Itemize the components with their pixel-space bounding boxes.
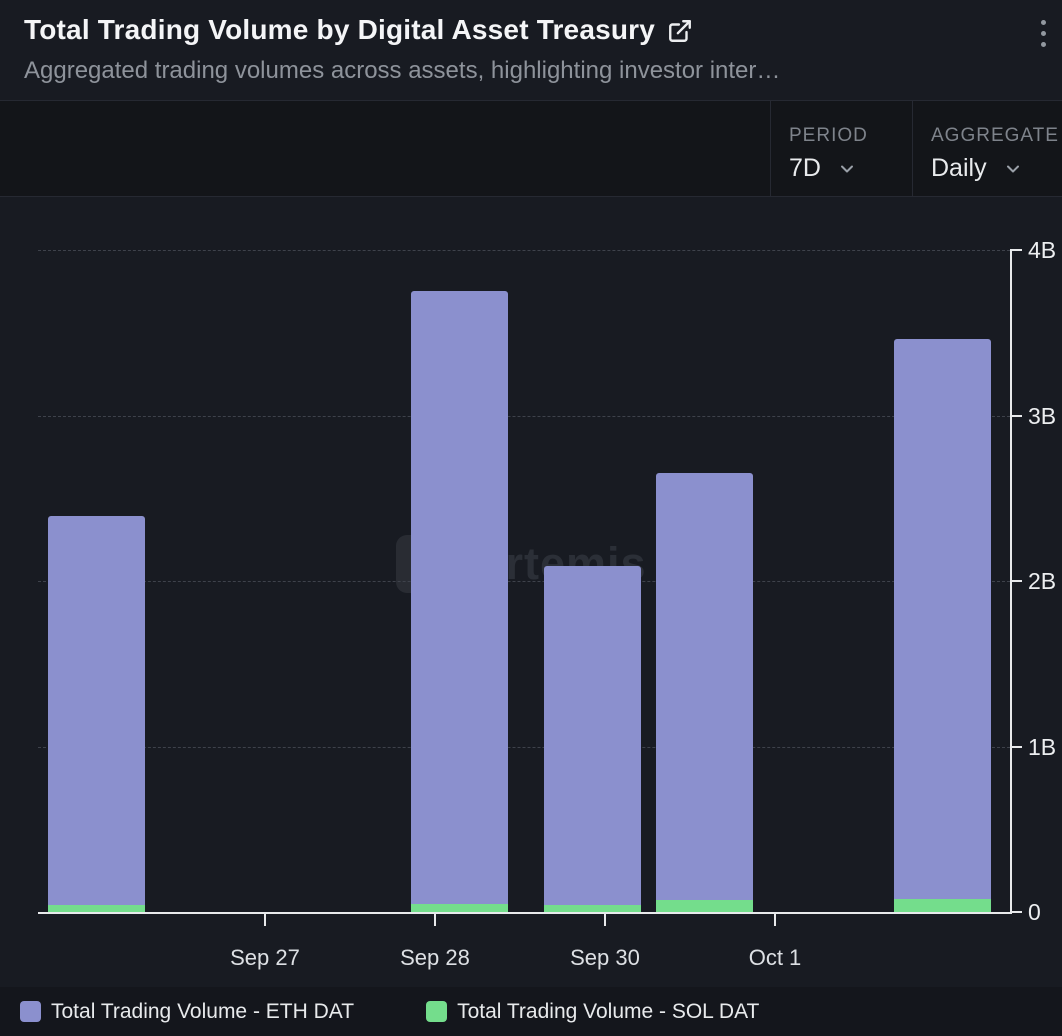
bar-segment-sol[interactable]: [47, 905, 145, 912]
card-header: Total Trading Volume by Digital Asset Tr…: [0, 0, 1062, 100]
gridline: [38, 250, 1010, 251]
chevron-down-icon: [1006, 165, 1019, 172]
card-subtitle: Aggregated trading volumes across assets…: [24, 57, 781, 84]
kebab-menu-icon[interactable]: [1037, 16, 1050, 51]
gridline: [38, 746, 1010, 748]
gridline: [38, 415, 1010, 417]
legend-item-eth-dat[interactable]: Total Trading Volume - ETH DAT: [20, 1000, 354, 1024]
y-tick-label: 1B: [1028, 733, 1057, 760]
legend-label-sol: Total Trading Volume - SOL DAT: [457, 999, 760, 1023]
y-tick-label: 0: [1028, 899, 1041, 925]
chart-toolbar: PERIOD 7D AGGREGATE Daily: [0, 100, 1062, 197]
y-axis-tick: [1010, 249, 1022, 251]
chevron-down-icon: [840, 165, 853, 172]
bar-segment-sol[interactable]: [655, 900, 753, 912]
legend-swatch-eth: [20, 1001, 41, 1022]
y-tick-label: 4B: [1028, 237, 1057, 263]
x-tick-label: Sep 28: [400, 945, 470, 970]
y-tick-label: 3B: [1028, 402, 1057, 429]
x-axis-tick: [604, 914, 606, 926]
bar-segment-eth[interactable]: [893, 339, 991, 899]
x-axis-tick: [434, 914, 436, 926]
period-control: PERIOD 7D: [770, 101, 912, 196]
aggregate-value: Daily: [931, 154, 987, 182]
page-title: Total Trading Volume by Digital Asset Tr…: [24, 14, 656, 45]
y-axis-tick: [1010, 580, 1022, 582]
aggregate-control: AGGREGATE Daily: [912, 101, 1062, 196]
chart-area: Artemis 0 1B 2B 3B 4B Sep 27 Sep 28 Sep 30 Oct 1: [0, 197, 1062, 987]
x-tick-label: Oct 1: [748, 945, 802, 970]
bar-segment-sol[interactable]: [893, 898, 991, 912]
x-axis-tick: [774, 914, 776, 926]
bar-segment-sol[interactable]: [410, 903, 508, 912]
bar-segment-eth[interactable]: [543, 566, 641, 906]
legend-swatch-sol: [426, 1001, 448, 1022]
x-axis-line: [38, 912, 1012, 914]
bar-segment-eth[interactable]: [410, 291, 508, 904]
external-link-icon[interactable]: [667, 18, 693, 44]
legend-label-eth: Total Trading Volume - ETH DAT: [51, 999, 355, 1023]
bar-segment-sol[interactable]: [543, 905, 641, 912]
gridline: [38, 581, 1010, 582]
period-dropdown[interactable]: 7D: [789, 154, 857, 183]
y-axis-tick: [1010, 414, 1022, 417]
x-axis-tick: [264, 914, 266, 926]
chart-legend: Total Trading Volume - ETH DAT Total Tra…: [0, 987, 1062, 1036]
aggregate-label: AGGREGATE: [931, 125, 1059, 146]
y-axis-tick: [1010, 911, 1022, 913]
aggregate-dropdown[interactable]: Daily: [931, 154, 1023, 183]
legend-item-sol-dat[interactable]: Total Trading Volume - SOL DAT: [426, 1000, 759, 1024]
x-tick-label: Sep 30: [570, 945, 640, 970]
x-tick-label: Sep 27: [230, 945, 300, 970]
bar-segment-eth[interactable]: [655, 473, 753, 901]
y-tick-label: 2B: [1028, 568, 1057, 594]
y-axis-line: [1010, 250, 1012, 914]
bar-segment-eth[interactable]: [47, 516, 145, 906]
y-axis-tick: [1010, 745, 1022, 748]
period-label: PERIOD: [789, 125, 868, 146]
period-value: 7D: [789, 154, 821, 182]
